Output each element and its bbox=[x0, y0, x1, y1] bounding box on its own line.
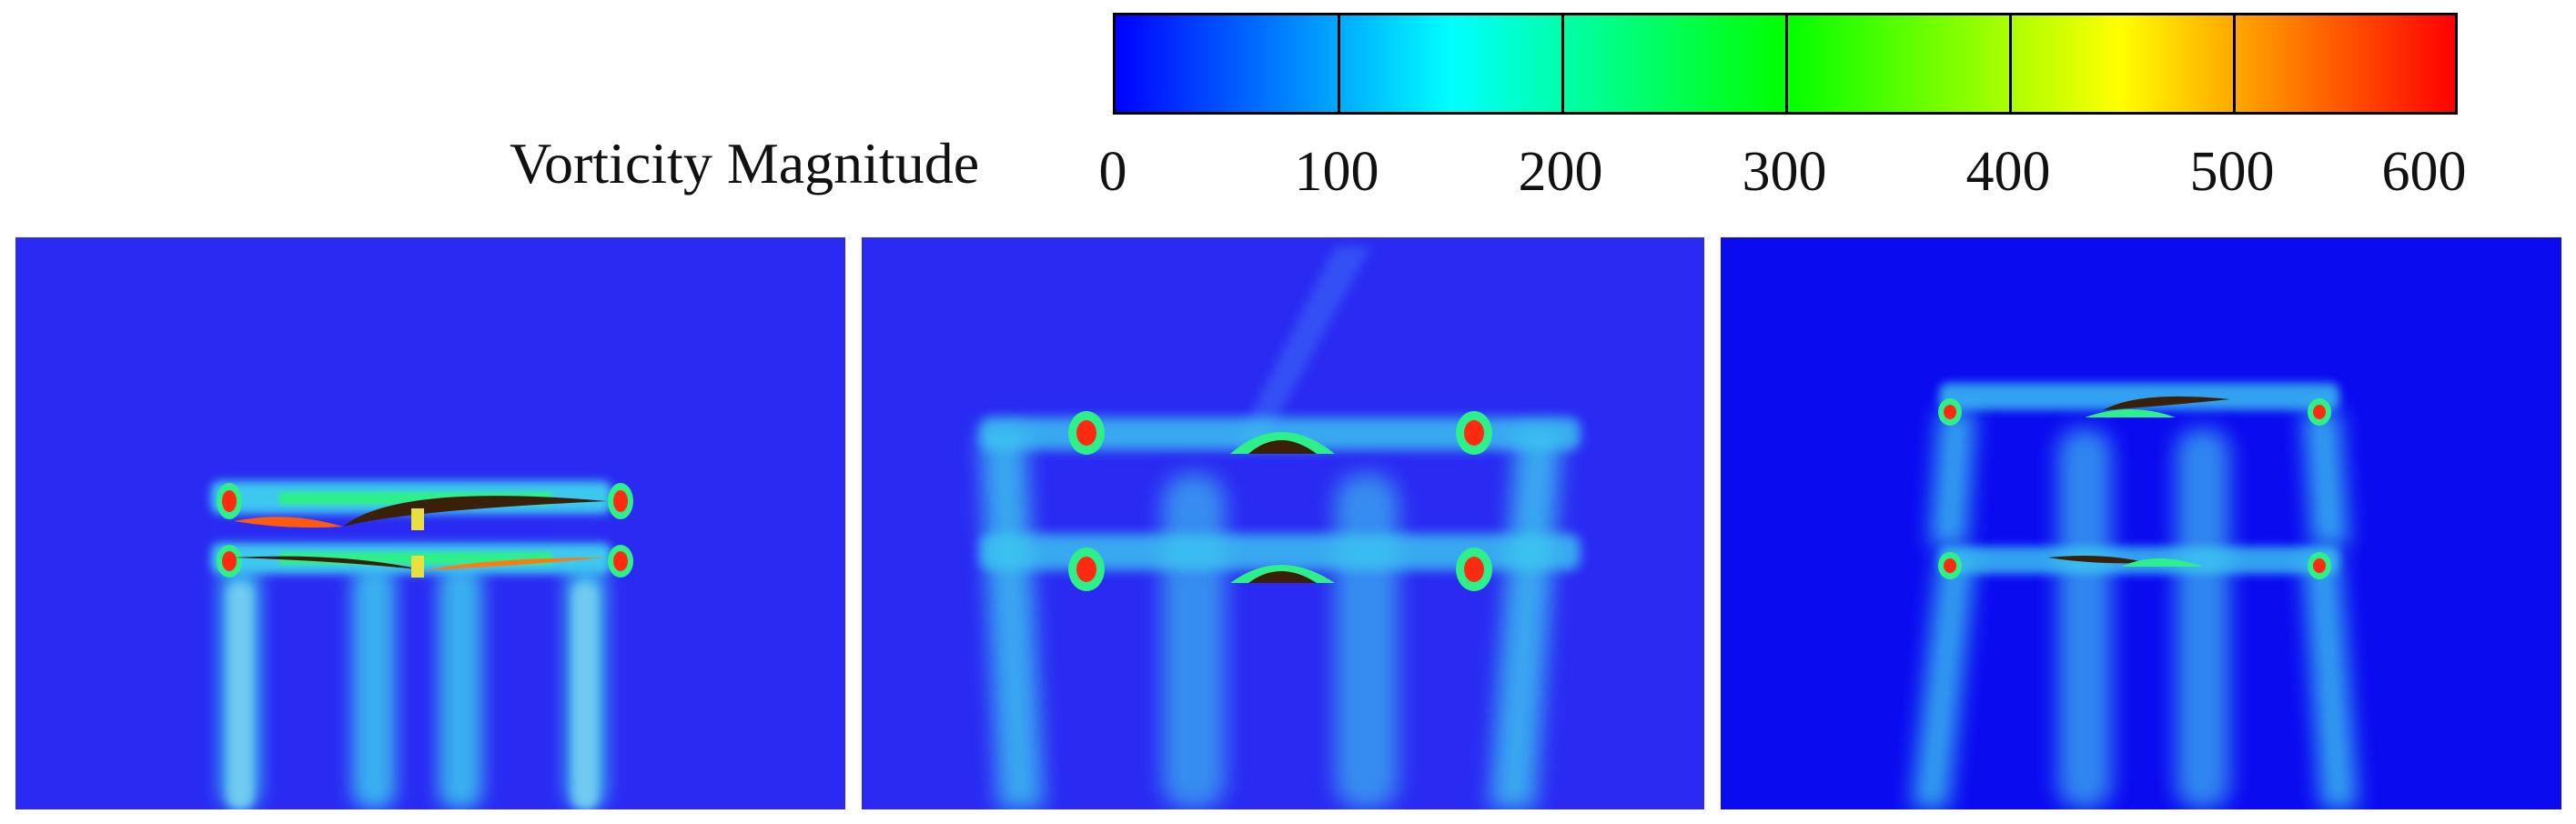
wake-columns bbox=[220, 565, 606, 809]
colorbar-divider bbox=[2233, 15, 2236, 112]
colorbar-tick-label: 100 bbox=[1294, 141, 1379, 203]
tip-vortex-cores bbox=[1938, 398, 2331, 579]
colorbar-tick-label: 300 bbox=[1742, 141, 1827, 203]
colorbar-tick-label: 600 bbox=[2381, 141, 2467, 203]
colorbar-divider bbox=[1338, 15, 1340, 112]
tip-vortex-cores bbox=[1068, 411, 1492, 591]
colorbar-divider bbox=[1561, 15, 1564, 112]
rotor-disk-bands bbox=[980, 417, 1581, 570]
colorbar-tick-label: 0 bbox=[1098, 141, 1127, 203]
panel-background bbox=[1721, 237, 2561, 809]
propeller-blades bbox=[234, 496, 607, 578]
colorbar-divider bbox=[2009, 15, 2012, 112]
panel-background bbox=[15, 237, 845, 809]
rotor-disk-bands bbox=[1939, 383, 2339, 574]
vorticity-panel-1 bbox=[15, 237, 845, 809]
colorbar-tick-label: 500 bbox=[2189, 141, 2275, 203]
wake-columns bbox=[1912, 410, 2358, 809]
propeller-blades bbox=[2048, 396, 2230, 567]
colorbar-tick-label: 400 bbox=[1965, 141, 2051, 203]
legend-title: Vorticity Magnitude bbox=[510, 131, 980, 196]
colorbar-tick-label: 200 bbox=[1518, 141, 1603, 203]
rotor-hubs bbox=[1230, 432, 1335, 583]
vorticity-panel-3 bbox=[1721, 237, 2561, 809]
colorbar bbox=[1113, 13, 2458, 115]
tip-vortex-cores bbox=[217, 483, 633, 578]
colorbar-divider bbox=[1785, 15, 1788, 112]
vorticity-panel-2 bbox=[862, 237, 1704, 809]
